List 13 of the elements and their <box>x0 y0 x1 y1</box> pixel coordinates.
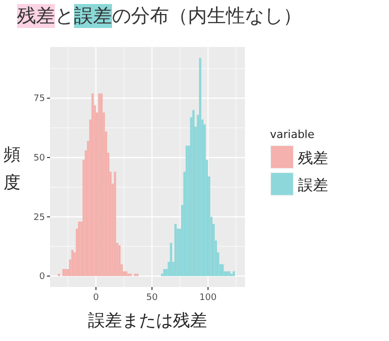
legend-label: 残差 <box>298 149 328 167</box>
y-tick-label: 50 <box>34 154 46 164</box>
legend-title: variable <box>270 128 315 141</box>
chart-title: 残差と誤差の分布（内生性なし） <box>17 5 302 27</box>
x-tick-label: 0 <box>93 293 100 303</box>
y-tick-label: 75 <box>34 94 45 104</box>
x-axis-title: 誤差または残差 <box>88 311 207 331</box>
y-tick-label: 0 <box>39 272 46 282</box>
x-tick-label: 50 <box>146 293 158 303</box>
legend-label: 誤差 <box>298 176 328 194</box>
x-tick-label: 100 <box>199 293 217 303</box>
y-tick-label: 25 <box>34 212 45 223</box>
y-axis-title: 頻度 <box>4 145 20 193</box>
